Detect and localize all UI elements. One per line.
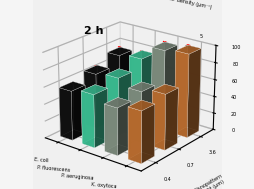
Text: 2 h: 2 h bbox=[84, 26, 103, 36]
Text: 12: 12 bbox=[183, 45, 190, 50]
Text: 26: 26 bbox=[168, 57, 175, 61]
Text: Nanopillar density (μm⁻¹): Nanopillar density (μm⁻¹) bbox=[150, 0, 212, 10]
Y-axis label: Nanopattern
height (µm): Nanopattern height (µm) bbox=[193, 173, 225, 189]
Text: 5: 5 bbox=[199, 34, 202, 39]
